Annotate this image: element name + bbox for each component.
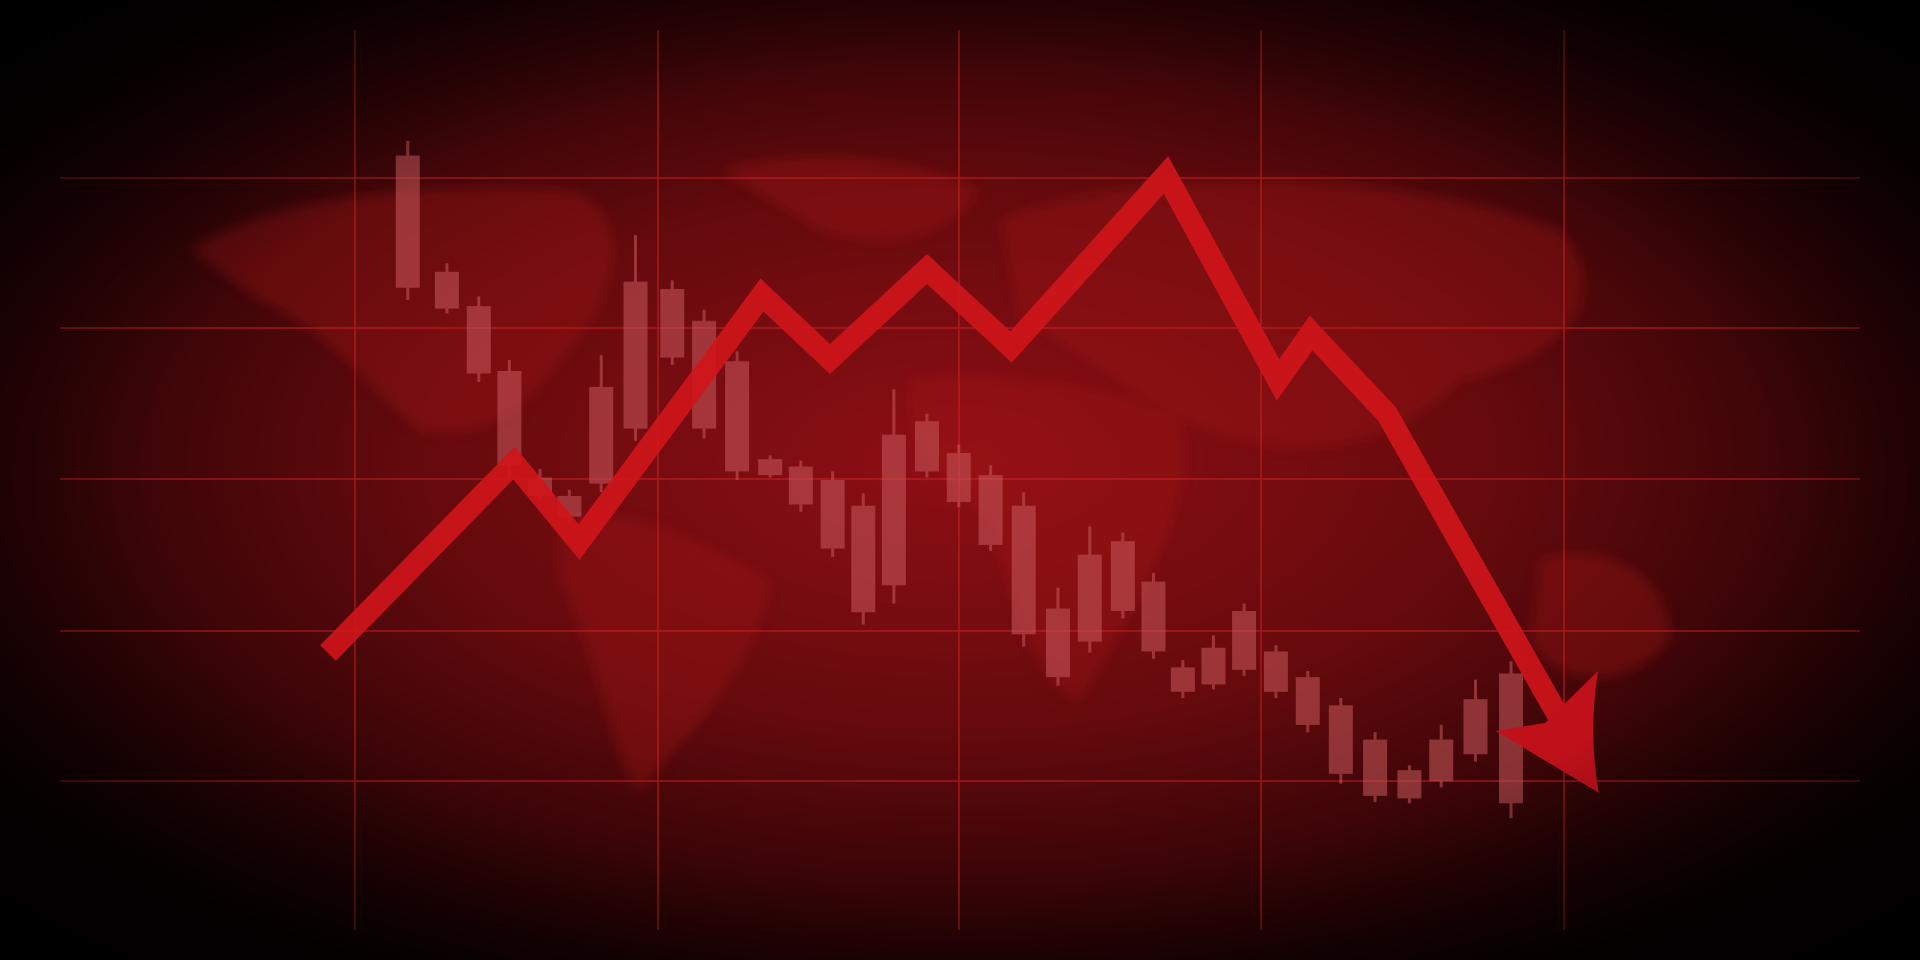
illustration	[0, 0, 1920, 960]
vignette	[0, 0, 1920, 960]
page: (() => { const data = JSON.parse(documen…	[0, 0, 1920, 960]
